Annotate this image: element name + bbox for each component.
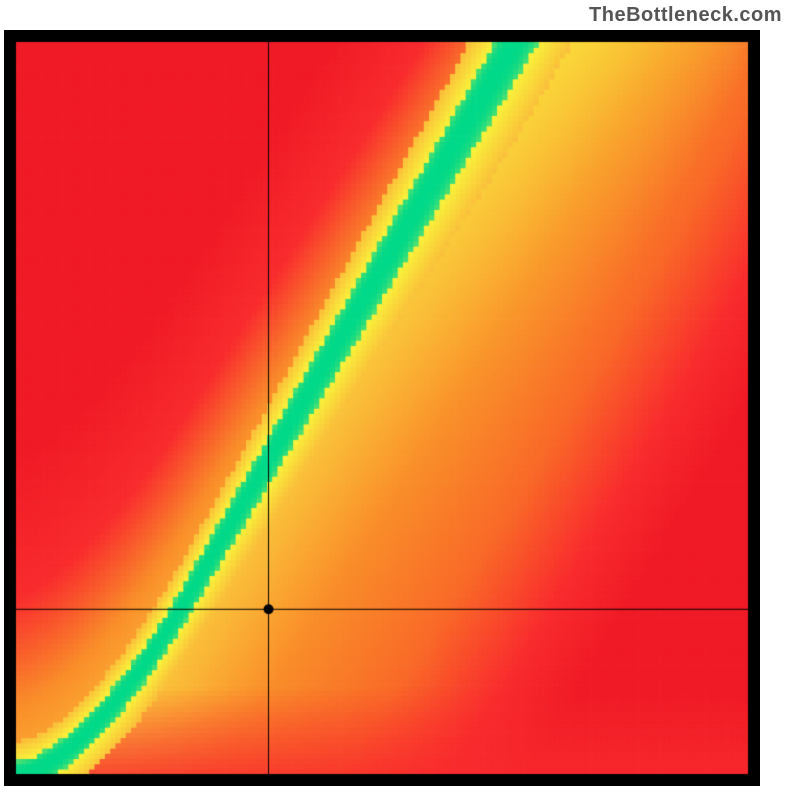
watermark-text: TheBottleneck.com	[589, 4, 782, 27]
bottleneck-heatmap	[4, 30, 760, 786]
